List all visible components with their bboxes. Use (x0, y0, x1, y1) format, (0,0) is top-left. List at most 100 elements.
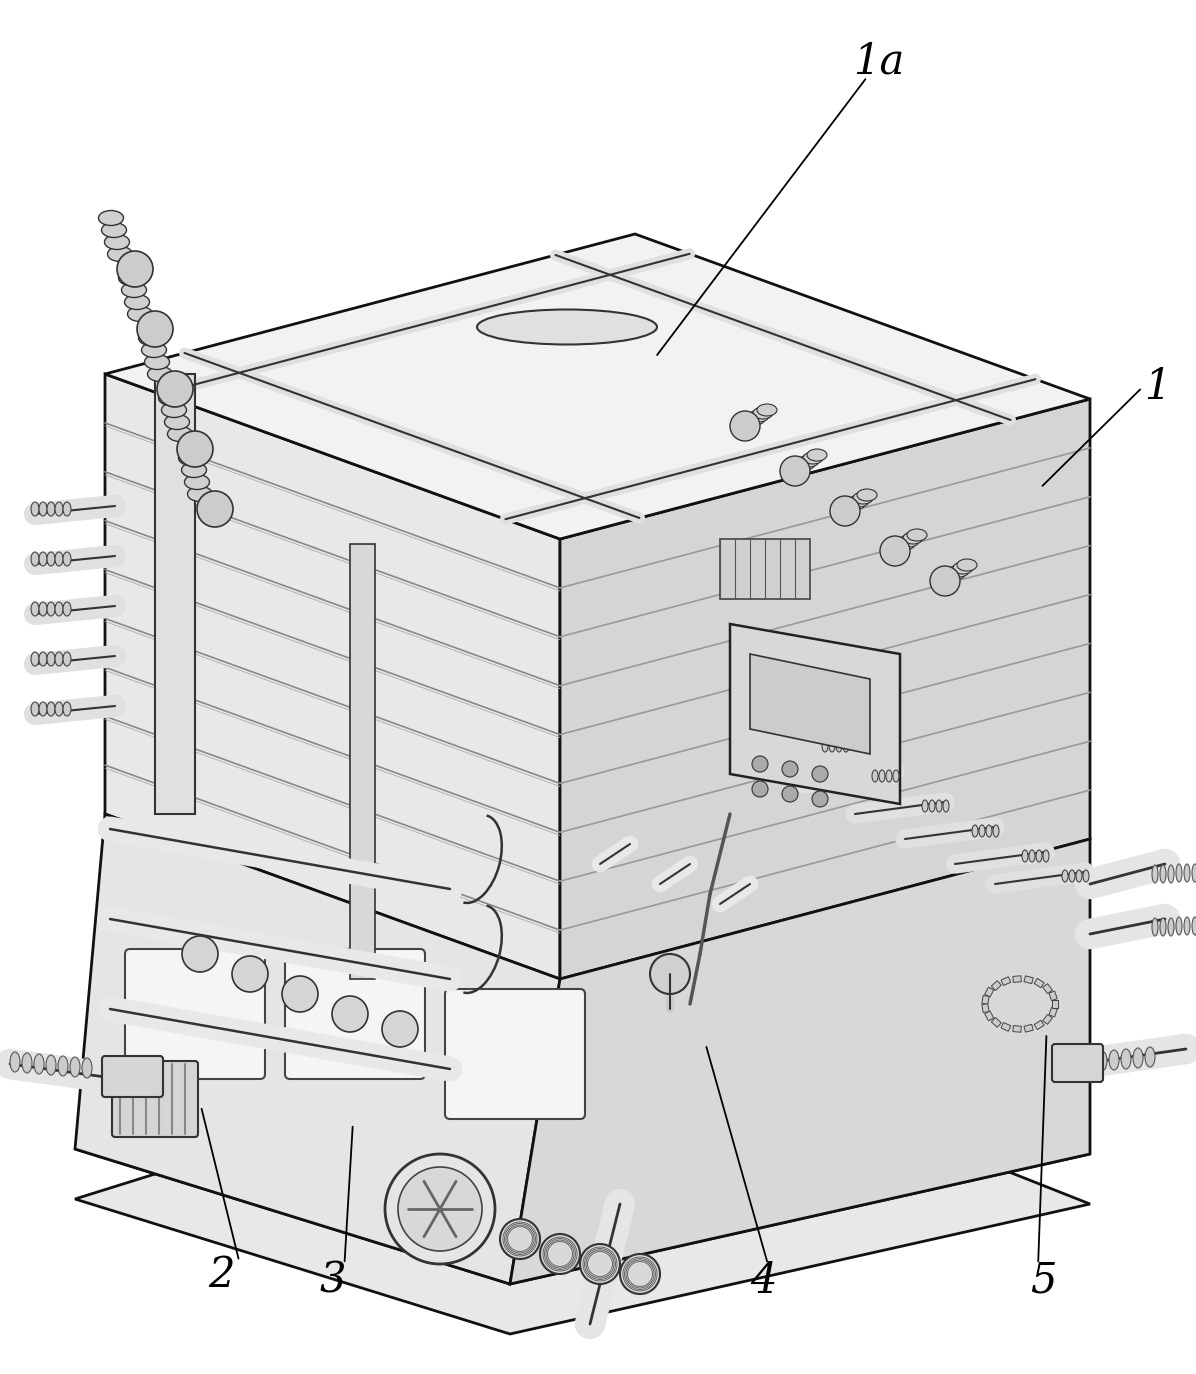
Ellipse shape (1084, 870, 1090, 882)
Ellipse shape (39, 653, 47, 666)
Ellipse shape (972, 824, 978, 837)
Circle shape (232, 956, 268, 992)
Ellipse shape (858, 489, 877, 502)
Circle shape (812, 791, 828, 807)
Ellipse shape (846, 497, 865, 510)
Text: 3: 3 (319, 1260, 346, 1301)
Bar (1043, 984, 1052, 993)
Ellipse shape (1023, 851, 1029, 861)
Circle shape (500, 1219, 541, 1259)
Bar (1052, 1000, 1058, 1009)
Ellipse shape (1085, 1052, 1096, 1072)
Ellipse shape (945, 567, 965, 580)
Ellipse shape (879, 769, 885, 782)
Bar (982, 1003, 989, 1013)
Ellipse shape (903, 532, 923, 544)
Ellipse shape (55, 653, 63, 666)
Ellipse shape (843, 741, 849, 752)
FancyBboxPatch shape (285, 949, 425, 1079)
Ellipse shape (31, 552, 39, 566)
Polygon shape (75, 1024, 1090, 1283)
Ellipse shape (980, 824, 986, 837)
Ellipse shape (45, 1055, 56, 1074)
Ellipse shape (872, 769, 878, 782)
Ellipse shape (1152, 866, 1158, 883)
Ellipse shape (1097, 1051, 1107, 1070)
Ellipse shape (1160, 918, 1166, 936)
Polygon shape (75, 813, 560, 1283)
Circle shape (752, 780, 768, 797)
Ellipse shape (55, 502, 63, 517)
Ellipse shape (907, 529, 927, 541)
Bar (1001, 977, 1011, 985)
Ellipse shape (1192, 864, 1196, 882)
Circle shape (620, 1254, 660, 1294)
Ellipse shape (936, 800, 942, 812)
Bar (1043, 1014, 1052, 1025)
Ellipse shape (178, 451, 203, 466)
FancyBboxPatch shape (445, 989, 585, 1118)
Ellipse shape (47, 602, 55, 616)
Ellipse shape (993, 824, 999, 837)
Ellipse shape (167, 426, 193, 441)
Circle shape (398, 1167, 482, 1250)
Circle shape (382, 1011, 417, 1047)
Circle shape (782, 786, 798, 802)
Ellipse shape (184, 474, 209, 489)
Ellipse shape (1029, 851, 1035, 861)
Ellipse shape (145, 354, 170, 370)
Ellipse shape (745, 414, 765, 425)
Circle shape (930, 566, 960, 596)
Ellipse shape (1036, 851, 1042, 861)
Circle shape (812, 765, 828, 782)
Ellipse shape (929, 800, 935, 812)
Ellipse shape (895, 539, 915, 550)
Ellipse shape (22, 1052, 32, 1073)
Ellipse shape (1176, 916, 1182, 934)
Ellipse shape (98, 210, 123, 225)
Ellipse shape (1152, 918, 1158, 936)
Circle shape (138, 311, 173, 348)
Polygon shape (350, 544, 376, 980)
Ellipse shape (948, 565, 969, 577)
Circle shape (197, 491, 233, 528)
Ellipse shape (795, 458, 814, 470)
Ellipse shape (1184, 864, 1190, 882)
Ellipse shape (102, 223, 127, 238)
Ellipse shape (47, 653, 55, 666)
Circle shape (157, 371, 193, 407)
Ellipse shape (182, 463, 207, 478)
Circle shape (649, 954, 690, 993)
Bar (991, 981, 1001, 991)
Ellipse shape (165, 415, 189, 430)
Circle shape (541, 1234, 580, 1274)
Polygon shape (75, 1024, 1090, 1334)
Ellipse shape (188, 486, 213, 502)
Ellipse shape (55, 702, 63, 716)
Bar (1035, 978, 1044, 988)
Ellipse shape (1133, 1048, 1143, 1068)
Ellipse shape (47, 702, 55, 716)
Polygon shape (750, 654, 869, 754)
Circle shape (580, 1243, 620, 1283)
Bar (1013, 1025, 1021, 1032)
Text: 1a: 1a (854, 41, 904, 82)
Ellipse shape (829, 741, 835, 752)
Ellipse shape (33, 1054, 44, 1074)
FancyBboxPatch shape (112, 1061, 199, 1138)
Ellipse shape (161, 403, 187, 418)
Ellipse shape (108, 246, 133, 261)
Text: 4: 4 (750, 1260, 776, 1301)
Ellipse shape (1069, 870, 1075, 882)
Ellipse shape (63, 602, 71, 616)
Ellipse shape (159, 390, 183, 405)
Bar (1049, 1007, 1057, 1017)
Circle shape (117, 251, 153, 287)
Ellipse shape (10, 1052, 20, 1072)
Polygon shape (730, 624, 901, 804)
Ellipse shape (942, 800, 948, 812)
Ellipse shape (757, 404, 777, 416)
Ellipse shape (1176, 864, 1182, 882)
Polygon shape (105, 374, 560, 980)
Ellipse shape (1062, 870, 1068, 882)
